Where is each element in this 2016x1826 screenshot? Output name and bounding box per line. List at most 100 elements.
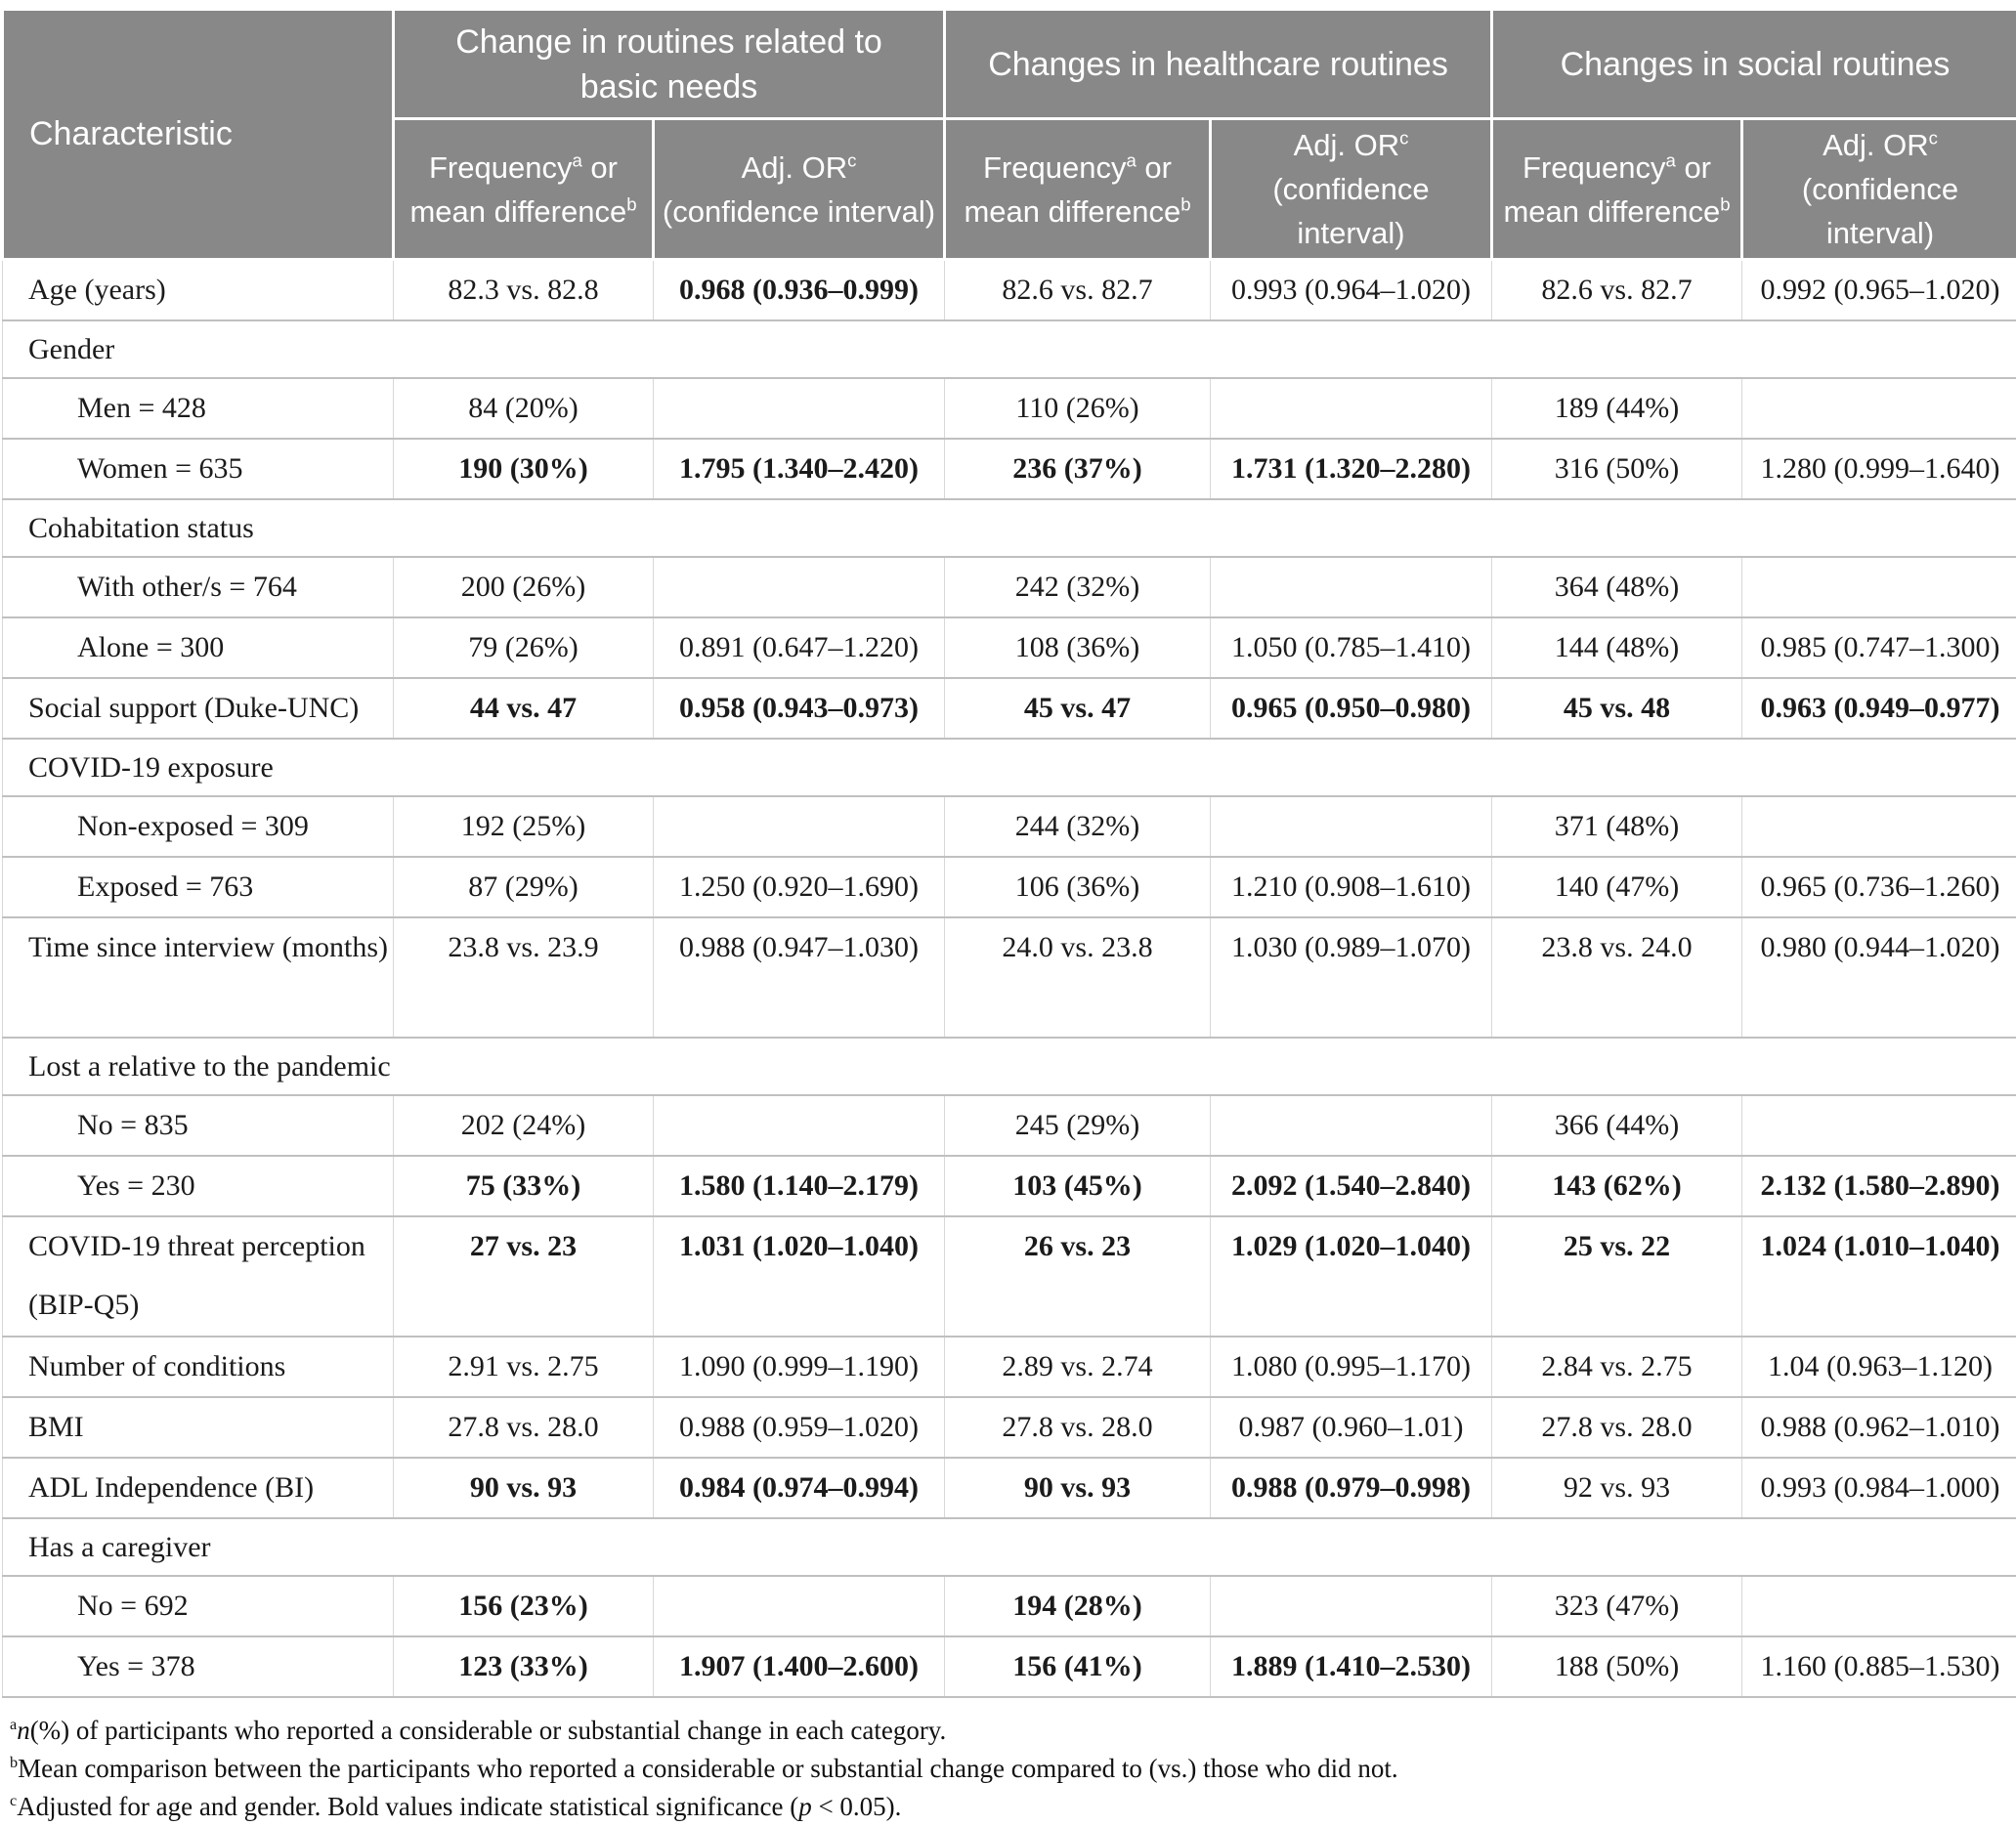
footnote-a: an(%) of participants who reported a con… bbox=[10, 1712, 2015, 1750]
row-label: Women = 635 bbox=[3, 439, 394, 499]
row-label: Exposed = 763 bbox=[3, 857, 394, 917]
footnotes: an(%) of participants who reported a con… bbox=[1, 1698, 2015, 1826]
data-cell: 192 (25%) bbox=[394, 796, 654, 857]
data-cell: 45 vs. 48 bbox=[1492, 678, 1742, 739]
frequency-label: Frequency bbox=[983, 150, 1126, 185]
data-cell: 0.965 (0.736–1.260) bbox=[1742, 857, 2016, 917]
frequency-label: Frequency bbox=[1523, 150, 1665, 185]
sup-c: c bbox=[1929, 128, 1938, 149]
row-label: Men = 428 bbox=[3, 378, 394, 439]
data-cell: 1.210 (0.908–1.610) bbox=[1211, 857, 1492, 917]
data-cell: 84 (20%) bbox=[394, 378, 654, 439]
table-row-exposed: Exposed = 763 87 (29%) 1.250 (0.920–1.69… bbox=[3, 857, 2016, 917]
table-row-lost-yes: Yes = 230 75 (33%) 1.580 (1.140–2.179) 1… bbox=[3, 1156, 2016, 1216]
data-cell bbox=[1211, 1095, 1492, 1156]
data-cell bbox=[654, 1095, 945, 1156]
sub-header-frequency-basic: Frequencya or mean differenceb bbox=[394, 119, 654, 260]
data-cell: 202 (24%) bbox=[394, 1095, 654, 1156]
table-row-caregiver-no: No = 692 156 (23%) 194 (28%) 323 (47%) bbox=[3, 1576, 2016, 1636]
section-label: Gender bbox=[3, 320, 2016, 378]
data-cell: 144 (48%) bbox=[1492, 617, 1742, 678]
table-row-women: Women = 635 190 (30%) 1.795 (1.340–2.420… bbox=[3, 439, 2016, 499]
sub-header-adj-or-healthcare: Adj. ORc (confidence interval) bbox=[1211, 119, 1492, 260]
header-characteristic: Characteristic bbox=[3, 10, 394, 260]
section-label: COVID-19 exposure bbox=[3, 739, 2016, 796]
adj-or-label: Adj. OR bbox=[1823, 128, 1929, 162]
data-cell: 1.280 (0.999–1.640) bbox=[1742, 439, 2016, 499]
data-cell: 92 vs. 93 bbox=[1492, 1458, 1742, 1518]
data-cell: 0.988 (0.959–1.020) bbox=[654, 1397, 945, 1458]
data-cell: 190 (30%) bbox=[394, 439, 654, 499]
data-cell: 27.8 vs. 28.0 bbox=[945, 1397, 1211, 1458]
data-cell: 0.988 (0.979–0.998) bbox=[1211, 1458, 1492, 1518]
footnote-a-italic-n: n bbox=[17, 1716, 30, 1745]
footnote-c-italic-p: p bbox=[798, 1792, 812, 1821]
data-cell: 1.030 (0.989–1.070) bbox=[1211, 917, 1492, 1038]
data-cell: 44 vs. 47 bbox=[394, 678, 654, 739]
data-cell bbox=[1742, 378, 2016, 439]
data-cell bbox=[1211, 557, 1492, 617]
data-cell: 0.987 (0.960–1.01) bbox=[1211, 1397, 1492, 1458]
row-label: Yes = 378 bbox=[3, 1636, 394, 1697]
section-row-gender: Gender bbox=[3, 320, 2016, 378]
data-cell: 90 vs. 93 bbox=[394, 1458, 654, 1518]
data-cell: 82.3 vs. 82.8 bbox=[394, 260, 654, 321]
data-cell bbox=[1211, 378, 1492, 439]
data-cell: 140 (47%) bbox=[1492, 857, 1742, 917]
data-cell: 110 (26%) bbox=[945, 378, 1211, 439]
data-cell bbox=[1211, 796, 1492, 857]
data-cell: 0.984 (0.974–0.994) bbox=[654, 1458, 945, 1518]
data-cell: 123 (33%) bbox=[394, 1636, 654, 1697]
data-cell: 364 (48%) bbox=[1492, 557, 1742, 617]
section-label: Has a caregiver bbox=[3, 1518, 2016, 1576]
sup-c: c bbox=[847, 149, 856, 170]
row-label: COVID-19 threat perception (BIP-Q5) bbox=[3, 1216, 394, 1337]
row-label: With other/s = 764 bbox=[3, 557, 394, 617]
table-row-non-exposed: Non-exposed = 309 192 (25%) 244 (32%) 37… bbox=[3, 796, 2016, 857]
data-cell: 2.132 (1.580–2.890) bbox=[1742, 1156, 2016, 1216]
row-label: ADL Independence (BI) bbox=[3, 1458, 394, 1518]
footnote-b-text: Mean comparison between the participants… bbox=[18, 1754, 1398, 1783]
data-cell: 143 (62%) bbox=[1492, 1156, 1742, 1216]
data-cell: 1.029 (1.020–1.040) bbox=[1211, 1216, 1492, 1337]
data-cell: 0.988 (0.962–1.010) bbox=[1742, 1397, 2016, 1458]
data-cell: 23.8 vs. 24.0 bbox=[1492, 917, 1742, 1038]
data-cell: 1.907 (1.400–2.600) bbox=[654, 1636, 945, 1697]
section-label: Lost a relative to the pandemic bbox=[3, 1038, 2016, 1095]
data-cell: 156 (23%) bbox=[394, 1576, 654, 1636]
data-cell bbox=[1742, 796, 2016, 857]
row-label: Non-exposed = 309 bbox=[3, 796, 394, 857]
data-cell: 366 (44%) bbox=[1492, 1095, 1742, 1156]
data-cell: 1.050 (0.785–1.410) bbox=[1211, 617, 1492, 678]
data-cell: 45 vs. 47 bbox=[945, 678, 1211, 739]
data-cell: 2.89 vs. 2.74 bbox=[945, 1337, 1211, 1397]
data-cell bbox=[1742, 1095, 2016, 1156]
data-cell bbox=[1742, 1576, 2016, 1636]
adj-or-label: Adj. OR bbox=[742, 150, 848, 185]
data-cell: 0.992 (0.965–1.020) bbox=[1742, 260, 2016, 321]
data-cell: 371 (48%) bbox=[1492, 796, 1742, 857]
data-cell bbox=[654, 1576, 945, 1636]
data-cell: 1.160 (0.885–1.530) bbox=[1742, 1636, 2016, 1697]
row-label: Age (years) bbox=[3, 260, 394, 321]
column-group-basic-needs: Change in routines related to basic need… bbox=[394, 10, 945, 119]
row-label: Yes = 230 bbox=[3, 1156, 394, 1216]
data-cell: 82.6 vs. 82.7 bbox=[945, 260, 1211, 321]
table-row-social-support: Social support (Duke-UNC) 44 vs. 47 0.95… bbox=[3, 678, 2016, 739]
sup-b: b bbox=[1180, 193, 1190, 214]
data-cell: 0.980 (0.944–1.020) bbox=[1742, 917, 2016, 1038]
data-cell: 0.958 (0.943–0.973) bbox=[654, 678, 945, 739]
data-cell bbox=[1742, 557, 2016, 617]
row-label: Time since interview (months) bbox=[3, 917, 394, 1038]
table-row-threat-perception: COVID-19 threat perception (BIP-Q5) 27 v… bbox=[3, 1216, 2016, 1337]
data-cell: 1.889 (1.410–2.530) bbox=[1211, 1636, 1492, 1697]
row-label: No = 692 bbox=[3, 1576, 394, 1636]
data-cell: 242 (32%) bbox=[945, 557, 1211, 617]
table-row-time-since-interview: Time since interview (months) 23.8 vs. 2… bbox=[3, 917, 2016, 1038]
data-cell bbox=[654, 557, 945, 617]
data-cell: 1.04 (0.963–1.120) bbox=[1742, 1337, 2016, 1397]
section-row-caregiver: Has a caregiver bbox=[3, 1518, 2016, 1576]
column-group-healthcare: Changes in healthcare routines bbox=[945, 10, 1492, 119]
header-group-row: Characteristic Change in routines relate… bbox=[3, 10, 2016, 119]
